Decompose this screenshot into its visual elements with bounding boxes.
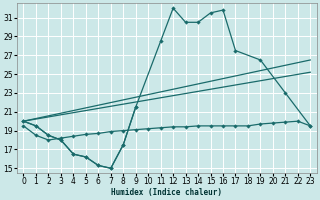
X-axis label: Humidex (Indice chaleur): Humidex (Indice chaleur) [111,188,222,197]
